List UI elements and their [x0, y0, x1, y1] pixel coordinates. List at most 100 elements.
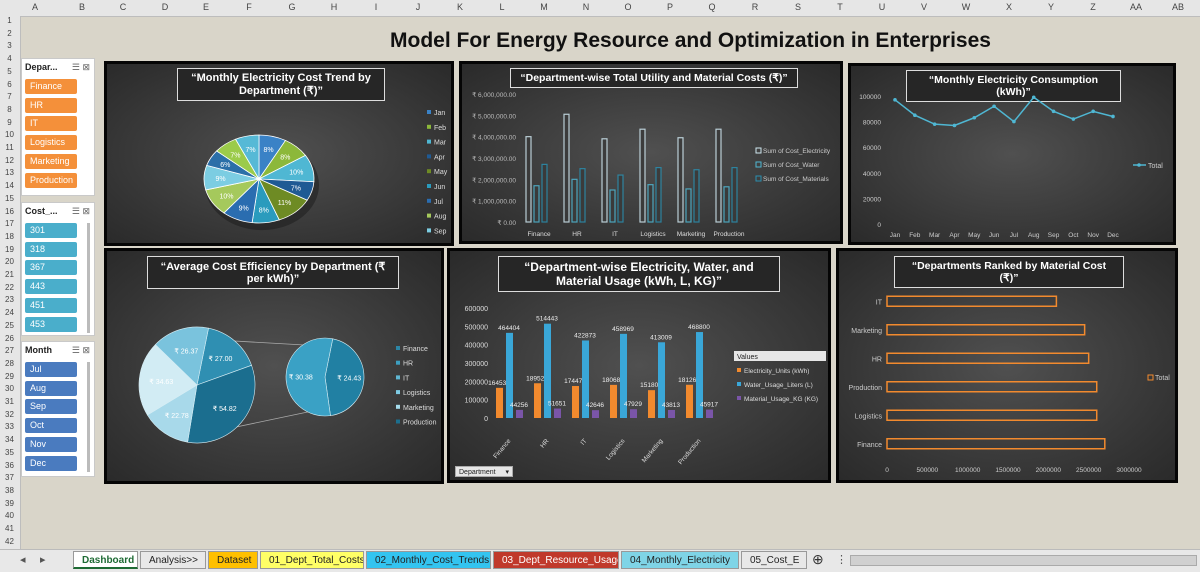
- tab-nav-next-icon[interactable]: ▸: [40, 554, 46, 566]
- sheet-tab-01-dept-total-costs[interactable]: 01_Dept_Total_Costs: [260, 551, 364, 569]
- legend-swatch: [737, 382, 741, 386]
- row-label: 16: [5, 206, 14, 216]
- sheet-tab-03-dept-resource-usage[interactable]: 03_Dept_Resource_Usage: [493, 551, 619, 569]
- pie-label: 7%: [246, 147, 256, 154]
- slicer-department[interactable]: Depar... ☰ ⊠ Finance HR IT Logistics Marketi…: [21, 58, 95, 196]
- legend-header: Values: [737, 354, 758, 361]
- x-tick-label: Apr: [949, 232, 960, 239]
- slicer-item-dec[interactable]: Dec: [25, 455, 77, 471]
- slicer-month[interactable]: Month ☰ ⊠ Jul Aug Sep Oct Nov Dec: [21, 341, 95, 477]
- sheet-tab-analysis-[interactable]: Analysis>>: [140, 551, 206, 569]
- data-label: 458969: [612, 326, 634, 333]
- slicer-item-nov[interactable]: Nov: [25, 436, 77, 452]
- add-sheet-icon[interactable]: ⊕: [812, 551, 824, 567]
- y-tick-label: ₹ 1,000,000.00: [472, 198, 516, 206]
- data-label: 413009: [650, 334, 672, 341]
- bar-marketing: [685, 188, 692, 223]
- data-label: 42646: [586, 402, 604, 409]
- legend-marker: [1137, 163, 1141, 167]
- sheet-tab-dashboard[interactable]: Dashboard: [73, 551, 138, 569]
- slicer-scrollbar[interactable]: [87, 362, 90, 472]
- tab-nav-prev-icon[interactable]: ◂: [20, 554, 26, 566]
- x-tick-label: Production: [677, 437, 703, 466]
- legend-label: Sep: [434, 228, 447, 235]
- panel-material-ranking[interactable]: “Departments Ranked by Material Cost (₹)…: [836, 248, 1178, 483]
- slicer-filter-icons[interactable]: ☰ ⊠: [71, 206, 90, 216]
- row-label: 25: [5, 320, 14, 330]
- row-label: 38: [5, 485, 14, 495]
- slicer-item-aug[interactable]: Aug: [25, 380, 77, 396]
- slicer-item-logistics[interactable]: Logistics: [25, 135, 77, 151]
- panel-monthly-cost-trend[interactable]: “Monthly Electricity Cost Trend by Depar…: [104, 61, 454, 246]
- slicer-filter-icons[interactable]: ☰ ⊠: [71, 62, 90, 72]
- data-label: 51651: [548, 401, 566, 408]
- slicer-item-marketing[interactable]: Marketing: [25, 153, 77, 169]
- column-label: P: [666, 2, 674, 12]
- row-label: 26: [5, 333, 14, 343]
- sheet-tab-02-monthly-cost-trends[interactable]: 02_Monthly_Cost_Trends: [366, 551, 491, 569]
- slicer-item-443[interactable]: 443: [25, 279, 77, 295]
- row-label: 15: [5, 193, 14, 203]
- bar-production: [696, 332, 703, 418]
- row-label: 14: [5, 181, 14, 191]
- sheet-tab-dataset[interactable]: Dataset: [208, 551, 258, 569]
- bar-it: [601, 138, 608, 223]
- legend-label: Jun: [434, 184, 445, 191]
- pie-label: 9%: [215, 176, 225, 183]
- column-label: F: [246, 2, 252, 12]
- column-label: D: [161, 2, 169, 12]
- column-label: C: [119, 2, 127, 12]
- pie-label: 7%: [291, 186, 301, 193]
- line-point: [1051, 109, 1056, 114]
- horizontal-scrollbar[interactable]: [850, 555, 1197, 566]
- panel-resource-usage[interactable]: “Department-wise Electricity, Water, and…: [447, 248, 831, 483]
- x-tick-label: Aug: [1028, 232, 1040, 239]
- chart-title: “Monthly Electricity Consumption (kWh)”: [906, 70, 1121, 102]
- row-label: 28: [5, 358, 14, 368]
- slicer-item-301[interactable]: 301: [25, 223, 77, 238]
- y-tick-label: 400000: [465, 343, 488, 350]
- slicer-item-production[interactable]: Production: [25, 172, 77, 188]
- bar-production: [723, 186, 730, 223]
- more-options-icon[interactable]: ⋮: [836, 554, 847, 566]
- slicer-item-oct[interactable]: Oct: [25, 418, 77, 434]
- data-label: 44256: [510, 402, 528, 409]
- legend-label: HR: [403, 361, 413, 368]
- slicer-header: Cost_...: [25, 206, 58, 216]
- slicer-item-jul[interactable]: Jul: [25, 362, 77, 377]
- panel-dept-total-costs[interactable]: “Department-wise Total Utility and Mater…: [459, 61, 843, 244]
- bar-hr: [544, 323, 551, 418]
- row-label: 42: [5, 536, 14, 546]
- slicer-filter-icons[interactable]: ☰ ⊠: [71, 345, 90, 355]
- row-label: 30: [5, 384, 14, 394]
- slicer-item-hr[interactable]: HR: [25, 97, 77, 113]
- panel-cost-efficiency[interactable]: “Average Cost Efficiency by Department (…: [104, 248, 444, 484]
- slicer-item-453[interactable]: 453: [25, 316, 77, 332]
- row-label: 10: [5, 130, 14, 140]
- slicer-item-318[interactable]: 318: [25, 241, 77, 257]
- bar-production: [886, 381, 1098, 393]
- x-tick-label: Marketing: [677, 231, 706, 238]
- bar-logistics: [655, 166, 662, 223]
- slicer-item-sep[interactable]: Sep: [25, 399, 77, 415]
- slicer-cost[interactable]: Cost_... ☰ ⊠ 301 318 367 443 451 453: [21, 202, 95, 336]
- sheet-tab-04-monthly-electricity[interactable]: 04_Monthly_Electricity: [621, 551, 739, 569]
- row-label: 13: [5, 168, 14, 178]
- legend-label: Finance: [403, 346, 428, 353]
- row-label: 19: [5, 244, 14, 254]
- line-point: [932, 122, 937, 126]
- slicer-scrollbar[interactable]: [87, 223, 90, 333]
- panel-monthly-consumption[interactable]: “Monthly Electricity Consumption (kWh)” …: [848, 63, 1176, 245]
- slicer-item-451[interactable]: 451: [25, 297, 77, 313]
- row-label: 41: [5, 524, 14, 533]
- slicer-item-367[interactable]: 367: [25, 260, 77, 276]
- bar-it: [592, 410, 599, 418]
- row-label: 27: [5, 346, 14, 356]
- slicer-item-finance[interactable]: Finance: [25, 79, 77, 94]
- department-filter-button[interactable]: Department ▾: [455, 466, 513, 477]
- slicer-item-it[interactable]: IT: [25, 116, 77, 132]
- sheet-tab-05-cost-e[interactable]: 05_Cost_E: [741, 551, 807, 569]
- y-tick-label: 20000: [863, 196, 881, 203]
- bar-hr: [571, 178, 578, 223]
- x-tick-label: 3000000: [1116, 467, 1142, 474]
